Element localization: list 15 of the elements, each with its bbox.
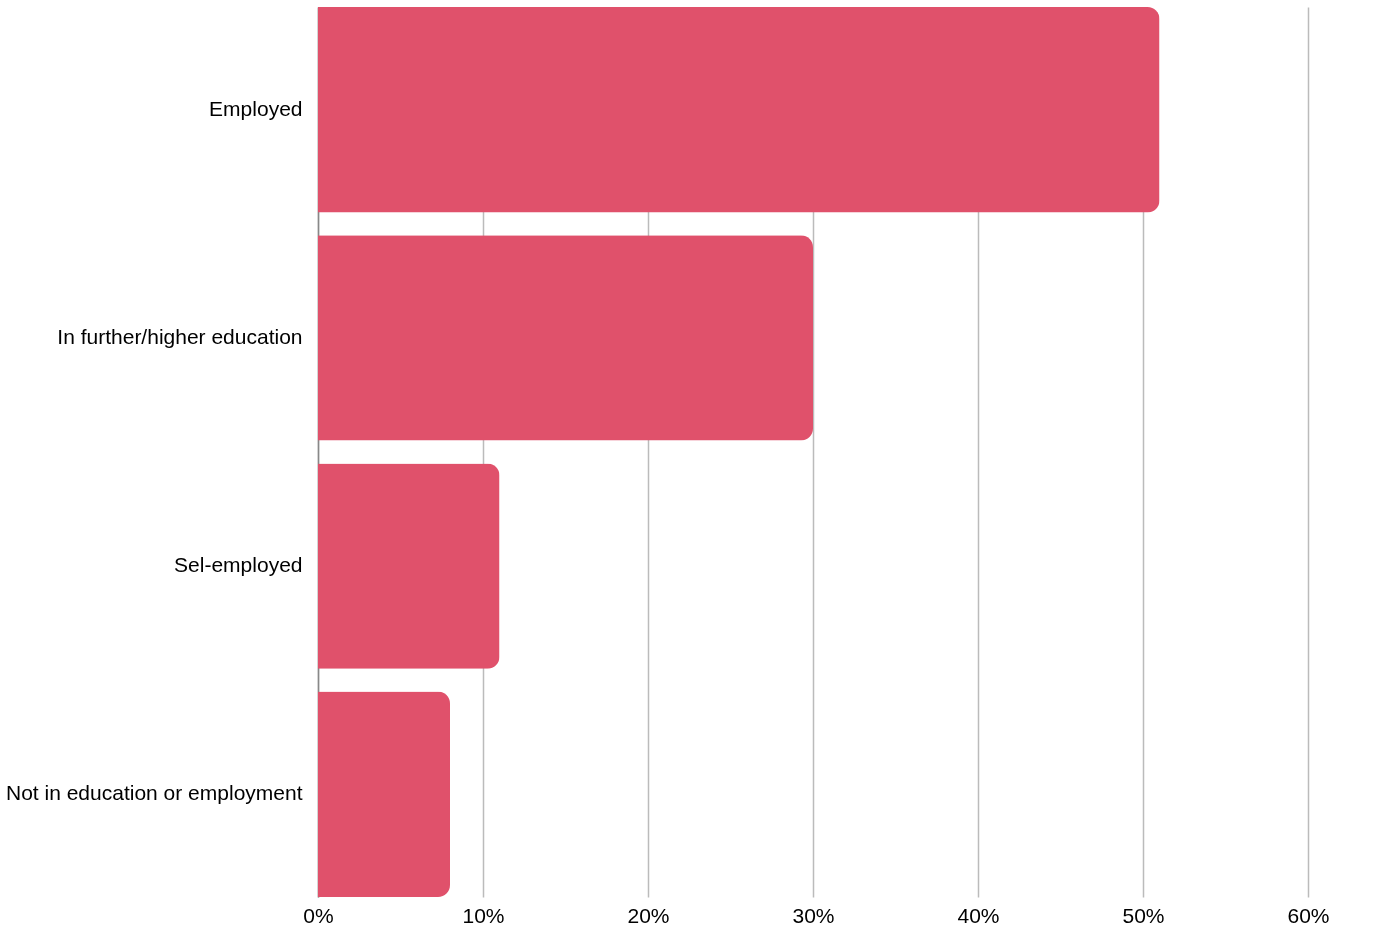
y-tick-label: Not in education or employment: [6, 781, 303, 805]
x-tick-label: 0%: [303, 903, 334, 927]
x-tick-label: 30%: [792, 903, 835, 927]
x-tick-label: 40%: [957, 903, 1000, 927]
bar: [318, 7, 1160, 213]
bar: [318, 691, 450, 897]
bar: [318, 463, 500, 669]
y-tick-label: Sel-employed: [174, 553, 303, 577]
x-tick-label: 10%: [462, 903, 505, 927]
bar: [318, 235, 813, 441]
x-tick-label: 50%: [1122, 903, 1165, 927]
x-tick-label: 60%: [1287, 903, 1330, 927]
y-tick-label: In further/higher education: [57, 324, 303, 348]
x-tick-label: 20%: [627, 903, 670, 927]
y-tick-label: Employed: [209, 96, 303, 120]
